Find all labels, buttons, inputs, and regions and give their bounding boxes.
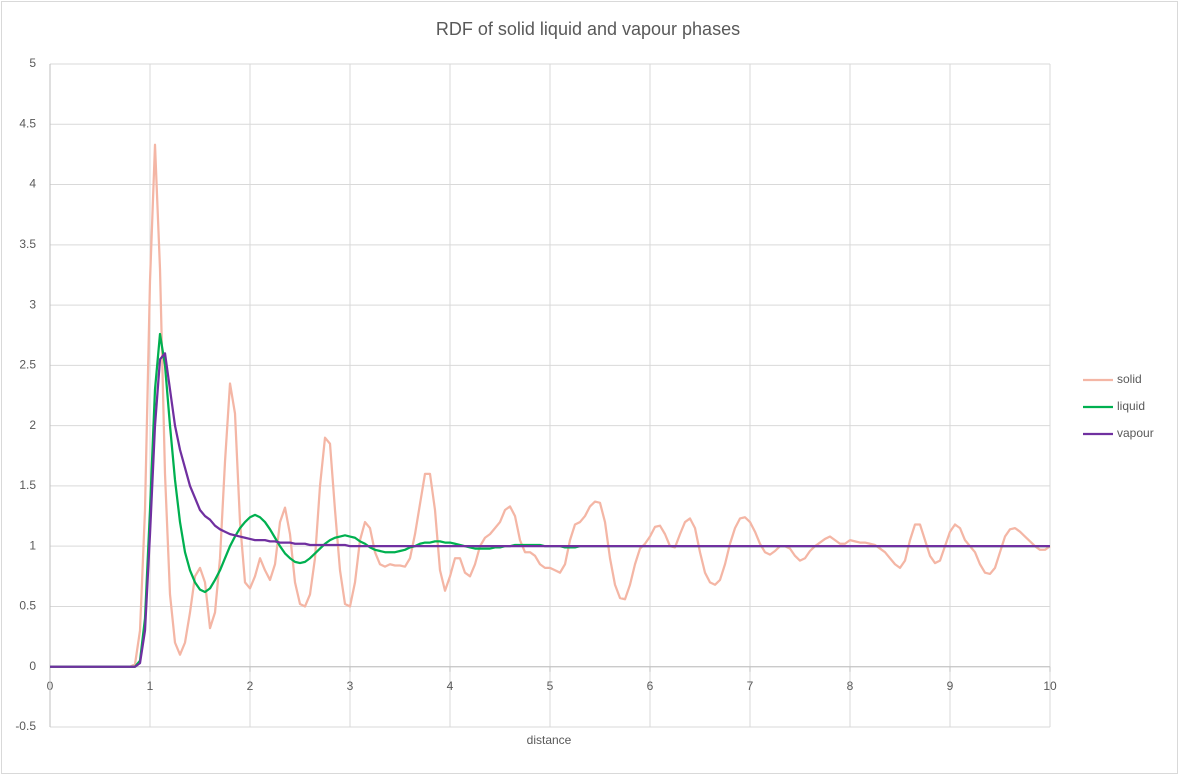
x-tick-label: 6 [647, 679, 654, 693]
data-line [50, 143, 1051, 668]
legend-label: liquid [1117, 399, 1145, 413]
y-tick-label: -0.5 [15, 719, 36, 733]
x-tick-label: 8 [847, 679, 854, 693]
y-tick-label: 2.5 [19, 358, 36, 372]
y-tick-label: 2 [29, 418, 36, 432]
x-tick-label: 3 [347, 679, 354, 693]
chart-title: RDF of solid liquid and vapour phases [436, 19, 740, 39]
x-tick-label: 1 [147, 679, 154, 693]
x-tick-label: 5 [547, 679, 554, 693]
x-tick-label: 10 [1043, 679, 1057, 693]
y-tick-label: 5 [29, 56, 36, 70]
x-tick-label: 2 [247, 679, 254, 693]
y-tick-label: 1.5 [19, 478, 36, 492]
legend-label: solid [1117, 372, 1142, 386]
y-tick-label: 0 [29, 659, 36, 673]
y-tick-label: 4 [29, 177, 36, 191]
x-tick-label: 7 [747, 679, 754, 693]
y-tick-label: 3 [29, 297, 36, 311]
y-tick-label: 4.5 [19, 116, 36, 130]
y-tick-label: 1 [29, 538, 36, 552]
data-line [50, 352, 1050, 668]
x-tick-label: 4 [447, 679, 454, 693]
x-tick-label: 9 [947, 679, 954, 693]
y-tick-label: 0.5 [19, 599, 36, 613]
legend-label: vapour [1117, 426, 1154, 440]
x-axis-label: distance [527, 733, 572, 747]
y-tick-label: 3.5 [19, 237, 36, 251]
